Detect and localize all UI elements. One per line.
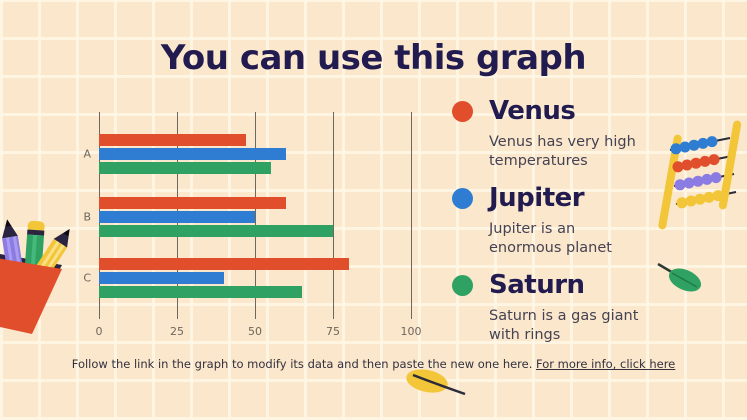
bar-venus-b <box>99 197 287 209</box>
legend-title-saturn: Saturn <box>489 270 585 301</box>
legend-description-saturn: Saturn is a gas giant with rings <box>489 308 639 343</box>
chart-gridline <box>411 112 412 319</box>
legend-header-saturn: Saturn <box>452 270 657 300</box>
bar-group-c <box>99 258 411 300</box>
legend-dot-venus-icon <box>452 100 473 122</box>
chart-gridline <box>255 112 256 319</box>
pencil-cup-illustration <box>0 219 70 334</box>
x-axis-tick-label: 0 <box>95 325 103 338</box>
footer-text: Follow the link in the graph to modify i… <box>71 357 533 371</box>
bar-group-b <box>99 197 411 239</box>
bar-group-a <box>99 134 411 176</box>
abacus-beads-purple-icon <box>674 172 722 191</box>
legend-dot-saturn-icon <box>452 274 473 296</box>
legend-description-venus: Venus has very high temperatures <box>489 134 636 169</box>
legend-title-jupiter: Jupiter <box>489 183 585 214</box>
chart-gridline <box>333 112 334 319</box>
legend-item-saturn: Saturn Saturn is a gas giant with rings <box>452 270 657 344</box>
legend-dot-jupiter-icon <box>452 187 473 209</box>
legend-description-jupiter: Jupiter is an enormous planet <box>489 221 612 256</box>
bar-saturn-a <box>99 162 271 174</box>
bar-jupiter-a <box>99 148 287 160</box>
footer-note: Follow the link in the graph to modify i… <box>0 357 747 371</box>
bar-jupiter-b <box>99 211 255 223</box>
bar-saturn-c <box>99 286 302 298</box>
abacus-frame-icon <box>658 120 742 230</box>
legend-item-venus: Venus Venus has very high temperatures <box>452 96 657 170</box>
abacus-beads-yellow-icon <box>676 190 724 209</box>
legend-header-jupiter: Jupiter <box>452 183 657 213</box>
chart-plot-area: 0 25 50 75 100 A B C <box>83 112 422 338</box>
category-label-b: B <box>83 210 91 224</box>
bar-venus-c <box>99 258 349 270</box>
page-title: You can use this graph <box>160 38 587 78</box>
category-label-c: C <box>83 271 91 285</box>
abacus-illustration <box>658 120 742 230</box>
x-axis-tick-label: 25 <box>170 325 184 338</box>
legend-title-venus: Venus <box>489 96 576 126</box>
legend-item-jupiter: Jupiter Jupiter is an enormous planet <box>452 183 657 257</box>
x-axis-tick-label: 100 <box>400 325 422 338</box>
category-label-a: A <box>83 147 91 161</box>
green-leaf-illustration <box>657 262 702 292</box>
linked-bar-chart[interactable]: 0 25 50 75 100 A B C <box>83 112 422 338</box>
footer-link[interactable]: For more info, click here <box>536 357 676 371</box>
bar-saturn-b <box>99 225 333 237</box>
legend-header-venus: Venus <box>452 96 657 126</box>
chart-legend: Venus Venus has very high temperatures Jup… <box>452 96 657 357</box>
bar-jupiter-c <box>99 272 224 284</box>
x-axis-tick-label: 75 <box>326 325 340 338</box>
abacus-beads-red-icon <box>672 154 720 173</box>
x-axis-tick-label: 50 <box>248 325 262 338</box>
bar-venus-a <box>99 134 246 146</box>
abacus-beads-blue-icon <box>670 136 718 155</box>
yellow-leaf-illustration <box>406 369 466 396</box>
